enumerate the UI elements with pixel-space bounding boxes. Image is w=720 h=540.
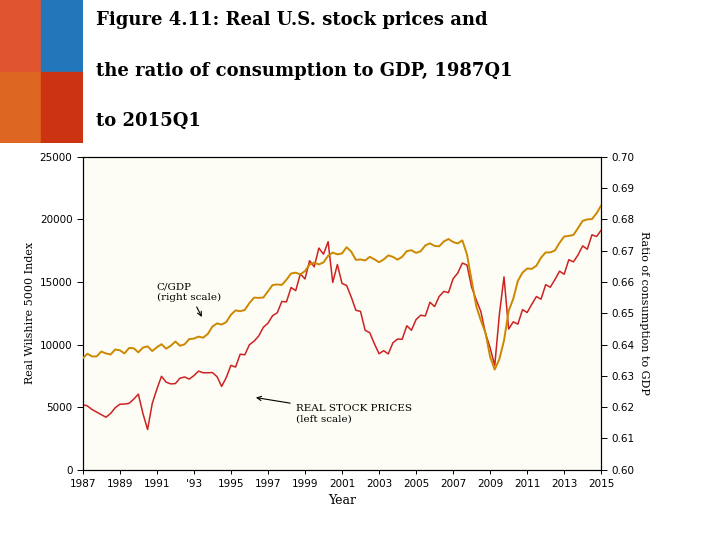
Text: Copyright ©2017 Pearson Education, Inc. All rights reserved.: Copyright ©2017 Pearson Education, Inc. …: [14, 511, 332, 521]
Text: the ratio of consumption to GDP, 1987Q1: the ratio of consumption to GDP, 1987Q1: [96, 62, 512, 79]
Bar: [0, 71, 42, 143]
Y-axis label: Real Wilshire 5000 Index: Real Wilshire 5000 Index: [25, 242, 35, 384]
X-axis label: Year: Year: [328, 495, 356, 508]
Text: C/GDP
(right scale): C/GDP (right scale): [157, 282, 221, 316]
Bar: [0, 0, 42, 71]
Bar: [42, 71, 83, 143]
Y-axis label: Ratio of consumption to GDP: Ratio of consumption to GDP: [639, 231, 649, 395]
Text: 4-67: 4-67: [680, 511, 706, 521]
Bar: [42, 0, 83, 71]
Text: Figure 4.11: Real U.S. stock prices and: Figure 4.11: Real U.S. stock prices and: [96, 11, 487, 30]
Text: REAL STOCK PRICES
(left scale): REAL STOCK PRICES (left scale): [257, 396, 412, 423]
Text: to 2015Q1: to 2015Q1: [96, 112, 200, 130]
